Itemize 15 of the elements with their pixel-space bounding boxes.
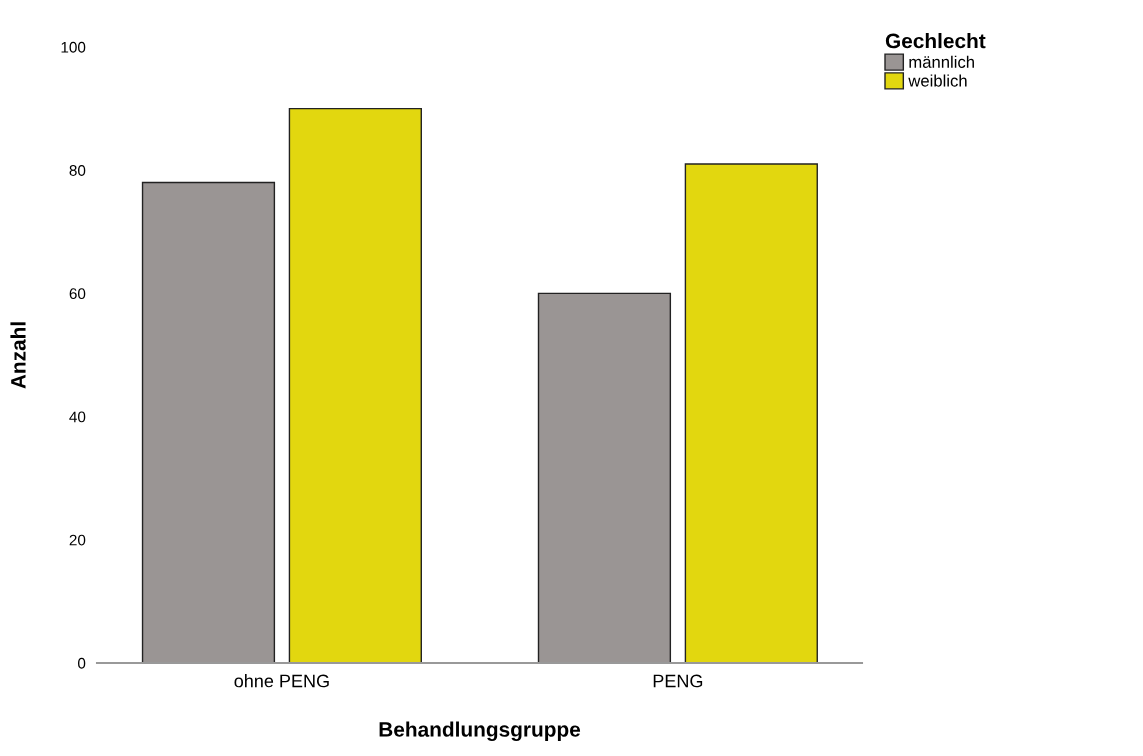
y-axis-title: Anzahl <box>10 322 26 389</box>
x-axis-title: Behandlungsgruppe <box>379 721 581 742</box>
legend-label: weiblich <box>908 74 967 87</box>
y-tick-label: 0 <box>77 657 86 669</box>
y-tick-label: 100 <box>61 41 86 53</box>
x-tick-label: ohne PENG <box>234 674 329 688</box>
bar <box>684 163 818 663</box>
legend-label: männlich <box>909 55 974 68</box>
x-tick-label: PENG <box>653 674 703 688</box>
bar <box>288 107 422 663</box>
y-tick-label: 40 <box>69 411 86 423</box>
y-tick-label: 80 <box>69 165 86 176</box>
y-tick-label: 20 <box>69 534 86 546</box>
legend-title: Gechlecht <box>885 33 986 49</box>
y-tick-label: 60 <box>69 288 86 300</box>
